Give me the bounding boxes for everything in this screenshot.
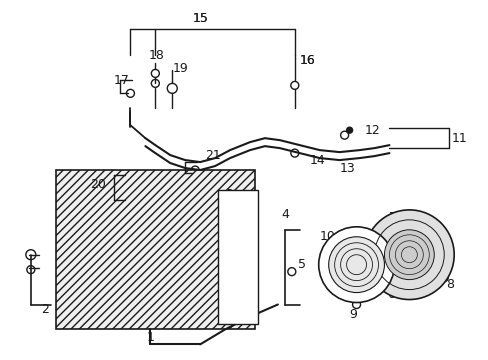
Text: 5: 5 xyxy=(297,258,305,271)
Circle shape xyxy=(439,274,447,282)
Text: 21: 21 xyxy=(205,149,221,162)
Circle shape xyxy=(191,166,199,174)
Circle shape xyxy=(27,266,35,274)
Text: 13: 13 xyxy=(339,162,355,175)
Text: 17: 17 xyxy=(113,74,129,87)
Text: 3: 3 xyxy=(224,188,232,202)
Circle shape xyxy=(290,81,298,89)
Bar xyxy=(56,170,254,329)
Circle shape xyxy=(346,127,352,133)
Text: 7: 7 xyxy=(388,211,397,224)
Bar xyxy=(218,190,258,324)
Text: 1: 1 xyxy=(146,331,154,344)
Circle shape xyxy=(328,237,384,293)
Circle shape xyxy=(318,227,394,302)
Circle shape xyxy=(151,69,159,77)
Text: 15: 15 xyxy=(192,12,208,25)
Circle shape xyxy=(167,84,177,93)
Text: 16: 16 xyxy=(299,54,315,67)
Circle shape xyxy=(151,80,159,87)
Circle shape xyxy=(352,301,360,309)
Circle shape xyxy=(115,194,121,200)
Text: 4: 4 xyxy=(281,208,289,221)
Text: 9: 9 xyxy=(349,308,357,321)
Circle shape xyxy=(227,266,240,278)
Circle shape xyxy=(287,268,295,276)
Circle shape xyxy=(228,253,239,263)
Text: 18: 18 xyxy=(148,49,164,62)
Text: 2: 2 xyxy=(41,303,49,316)
Circle shape xyxy=(325,244,333,252)
Circle shape xyxy=(389,224,398,232)
Text: 8: 8 xyxy=(446,278,453,291)
Text: 6: 6 xyxy=(386,288,394,301)
Circle shape xyxy=(384,230,433,280)
Circle shape xyxy=(26,250,36,260)
Text: 11: 11 xyxy=(450,132,466,145)
Text: 12: 12 xyxy=(364,124,380,137)
Text: 16: 16 xyxy=(299,54,315,67)
Circle shape xyxy=(340,131,348,139)
Circle shape xyxy=(115,175,121,181)
Text: 10: 10 xyxy=(319,230,335,243)
Circle shape xyxy=(389,280,398,289)
Text: 15: 15 xyxy=(192,12,208,25)
Text: 14: 14 xyxy=(309,154,325,167)
Circle shape xyxy=(364,210,453,300)
Circle shape xyxy=(290,149,298,157)
Text: 20: 20 xyxy=(90,179,106,192)
Text: 19: 19 xyxy=(172,62,188,75)
Circle shape xyxy=(126,89,134,97)
